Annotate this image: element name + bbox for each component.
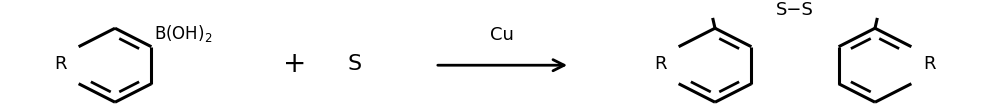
Text: R: R <box>54 55 67 73</box>
Text: R: R <box>654 55 667 73</box>
Text: S−S: S−S <box>776 1 814 18</box>
Text: R: R <box>923 55 936 73</box>
Text: Cu: Cu <box>490 26 514 44</box>
Text: S: S <box>348 54 362 74</box>
Text: B(OH)$_2$: B(OH)$_2$ <box>154 23 213 44</box>
Text: +: + <box>283 50 307 78</box>
